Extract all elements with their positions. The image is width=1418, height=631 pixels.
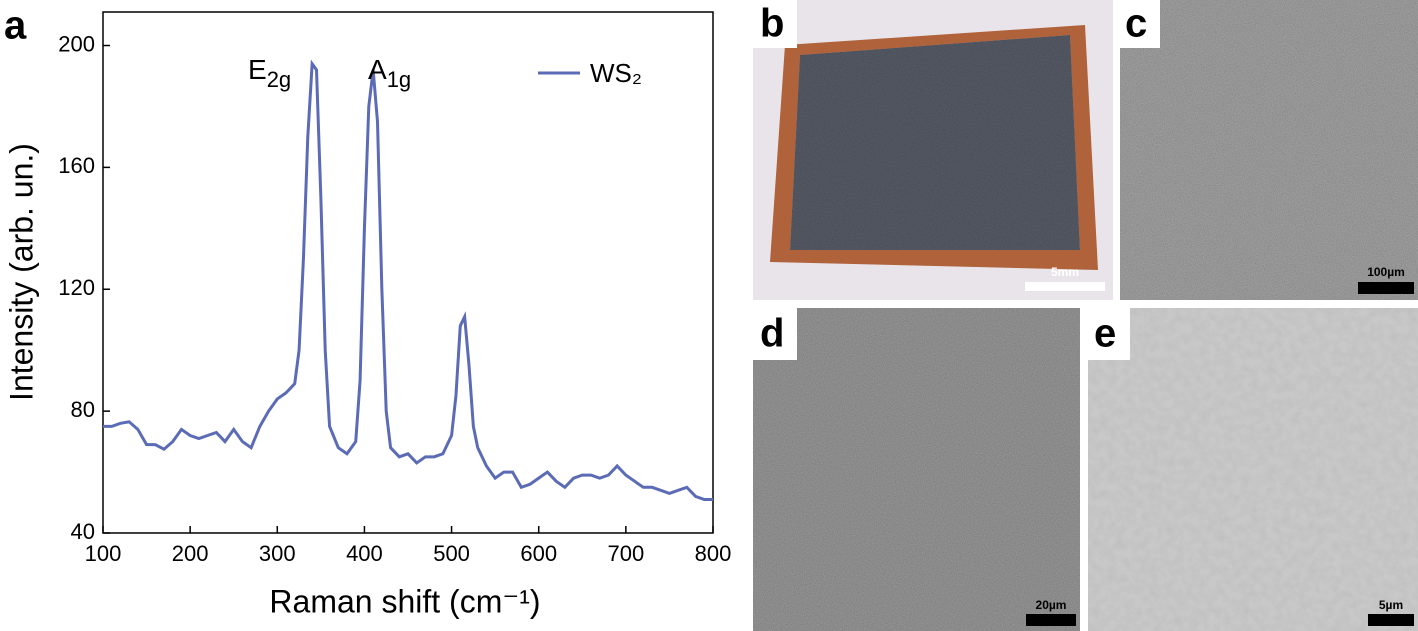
plot-frame xyxy=(102,11,714,534)
label-box xyxy=(1088,308,1130,360)
sem-image xyxy=(1120,0,1418,300)
annotation-subscript: 2g xyxy=(267,67,291,92)
y-tick-label: 120 xyxy=(58,275,95,300)
y-tick-label: 160 xyxy=(58,153,95,178)
scale-bar-label: 20µm xyxy=(1036,598,1067,612)
x-tick-label: 100 xyxy=(85,541,122,566)
x-tick-label: 200 xyxy=(172,541,209,566)
annotation-subscript: 1g xyxy=(387,67,411,92)
scale-bar xyxy=(1368,614,1414,626)
label-box xyxy=(753,0,797,48)
scale-bar xyxy=(1025,282,1105,291)
y-tick-label: 200 xyxy=(58,31,95,56)
x-axis-title: Raman shift (cm⁻¹) xyxy=(269,583,540,619)
annotation-base: E xyxy=(248,54,267,85)
peak-annotation: E2g xyxy=(248,54,291,91)
scale-bar xyxy=(1026,614,1076,626)
scale-bar-label: 5mm xyxy=(1051,265,1079,279)
peak-annotation: A1g xyxy=(368,54,411,91)
y-axis-title: Intensity (arb. un.) xyxy=(3,143,39,401)
panel-label: d xyxy=(760,312,784,356)
x-tick-label: 500 xyxy=(433,541,470,566)
y-tick-label: 40 xyxy=(71,519,95,544)
panel-label: c xyxy=(1125,2,1147,46)
scale-bar xyxy=(1358,282,1414,294)
label-box xyxy=(753,308,797,360)
x-tick-label: 700 xyxy=(607,541,644,566)
sem-image xyxy=(753,308,1080,631)
x-tick-label: 600 xyxy=(520,541,557,566)
panel-label: a xyxy=(4,4,27,48)
panel-label: e xyxy=(1094,312,1116,356)
x-tick-label: 300 xyxy=(259,541,296,566)
panel-label: b xyxy=(760,2,784,46)
annotation-base: A xyxy=(368,54,387,85)
sem-image xyxy=(1088,308,1418,631)
scale-bar-label: 5µm xyxy=(1379,598,1403,612)
film xyxy=(790,35,1080,250)
label-box xyxy=(1120,0,1160,48)
x-tick-label: 400 xyxy=(346,541,383,566)
x-tick-label: 800 xyxy=(695,541,732,566)
scale-bar-label: 100µm xyxy=(1367,265,1405,279)
y-tick-label: 80 xyxy=(71,397,95,422)
series-line xyxy=(103,59,713,501)
legend-label: WS₂ xyxy=(590,58,642,88)
